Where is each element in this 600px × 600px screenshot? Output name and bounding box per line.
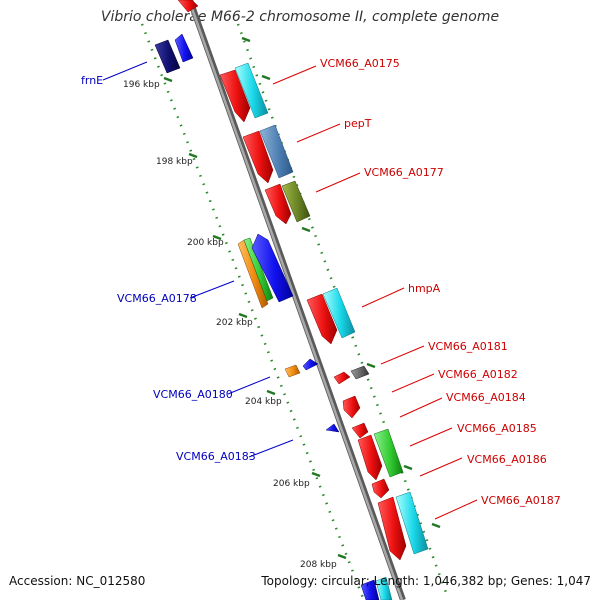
gene-label[interactable]: VCM66_A0187 (481, 494, 561, 507)
gene-arrow[interactable] (373, 428, 404, 478)
gene-arrow[interactable] (243, 237, 274, 302)
gene-label[interactable]: VCM66_A0185 (457, 422, 537, 435)
gene-arrow[interactable] (251, 233, 294, 303)
gene-arrow[interactable] (174, 33, 194, 63)
forward-callouts (272, 65, 478, 520)
gene-arrow[interactable] (325, 423, 340, 433)
kbp-label: 196 kbp (123, 80, 160, 90)
gene-label[interactable]: pepT (344, 117, 372, 130)
gene-label[interactable]: VCM66_A0180 (153, 388, 233, 401)
gene-arrow[interactable] (259, 124, 294, 179)
gene-label[interactable]: VCM66_A0177 (364, 166, 444, 179)
kbp-label: 204 kbp (245, 397, 282, 407)
gene-arrow[interactable] (377, 496, 407, 561)
accession-text: Accession: NC_012580 (9, 574, 146, 588)
kbp-labels: 196 kbp 198 kbp 200 kbp 202 kbp 204 kbp … (123, 80, 337, 570)
gene-label[interactable]: VCM66_A0186 (467, 453, 547, 466)
gene-arrow[interactable] (237, 239, 269, 309)
reverse-gene-labels: frnE VCM66_A0178 VCM66_A0180 VCM66_A0183 (81, 74, 256, 463)
gene-arrow[interactable] (395, 491, 429, 555)
genome-summary-text: Topology: circular; Length: 1,046,382 bp… (261, 574, 591, 588)
gene-arrow[interactable] (371, 478, 390, 499)
gene-arrow[interactable] (154, 39, 181, 74)
gene-label[interactable]: VCM66_A0181 (428, 340, 508, 353)
gene-arrow[interactable] (284, 364, 301, 378)
gene-arrow[interactable] (177, 0, 199, 13)
gene-arrow[interactable] (333, 371, 351, 385)
gene-label[interactable]: VCM66_A0184 (446, 391, 526, 404)
gene-label[interactable]: hmpA (408, 282, 441, 295)
gene-arrow[interactable] (281, 180, 311, 223)
kbp-label: 200 kbp (187, 238, 224, 248)
kbp-label: 208 kbp (300, 560, 337, 570)
forward-gene-arrows (177, 0, 429, 600)
gene-arrow[interactable] (342, 395, 361, 419)
genome-backbone (187, 0, 406, 600)
gene-arrow[interactable] (264, 183, 292, 225)
reverse-callouts (102, 61, 294, 458)
gene-arrow[interactable] (322, 287, 356, 339)
kbp-label: 202 kbp (216, 318, 253, 328)
gene-arrow[interactable] (234, 62, 269, 119)
gene-label[interactable]: VCM66_A0182 (438, 368, 518, 381)
gene-arrow[interactable] (351, 422, 369, 439)
gene-label[interactable]: VCM66_A0175 (320, 57, 400, 70)
forward-gene-labels: VCM66_A0175 pepT VCM66_A0177 hmpA VCM66_… (320, 57, 561, 507)
gene-arrow[interactable] (302, 358, 319, 371)
kbp-label: 206 kbp (273, 479, 310, 489)
reverse-gene-arrows (154, 33, 340, 433)
gene-arrow[interactable] (242, 130, 274, 184)
gene-arrow[interactable] (350, 365, 370, 380)
gene-arrow[interactable] (357, 434, 383, 481)
gene-arrow[interactable] (219, 69, 251, 123)
gene-label[interactable]: VCM66_A0183 (176, 450, 256, 463)
kbp-label: 198 kbp (156, 157, 193, 167)
gene-arrow[interactable] (306, 293, 338, 345)
gene-label[interactable]: frnE (81, 74, 103, 87)
gene-label[interactable]: VCM66_A0178 (117, 292, 197, 305)
gene-arrow[interactable] (375, 576, 393, 600)
gene-arrow[interactable] (360, 579, 380, 600)
